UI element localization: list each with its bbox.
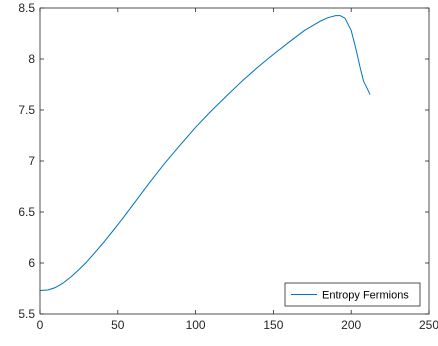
x-tick-label: 50 [111,318,125,332]
plot-area [39,15,371,292]
y-tick-label: 6 [28,256,35,270]
y-tick-label: 5.5 [18,307,35,321]
x-tick-label: 150 [263,318,283,332]
axes: 0 50 100 150 200 250 5.5 6 6.5 7 7.5 8 8.5 [18,1,438,332]
x-tick-label: 100 [186,318,206,332]
series-line-0 [39,15,371,292]
legend-box [284,282,421,307]
y-tick-label: 7 [28,154,35,168]
legend-label-0: Entropy Fermions [322,290,409,302]
y-tick-label: 8 [28,52,35,66]
x-tick-label: 0 [37,318,44,332]
legend: Entropy Fermions [284,282,421,307]
y-tick-label: 6.5 [18,205,35,219]
x-tick-label: 200 [341,318,361,332]
x-tick-label: 250 [419,318,438,332]
y-tick-label: 7.5 [18,103,35,117]
y-tick-label: 8.5 [18,1,35,15]
